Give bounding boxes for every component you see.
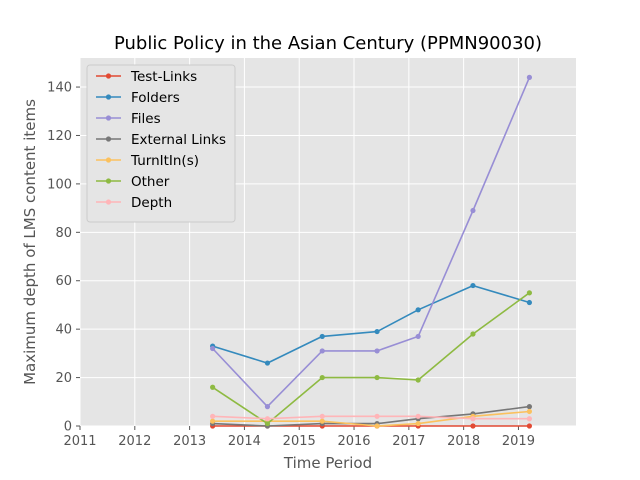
data-point-depth [374, 413, 380, 419]
x-tick-label: 2019 [502, 434, 535, 449]
legend-label-other: Other [131, 174, 170, 190]
data-point-other [374, 374, 380, 381]
data-point-other [319, 374, 325, 381]
data-point-external-links [526, 404, 533, 410]
legend-marker-folders [105, 94, 112, 100]
y-tick-label: 60 [55, 274, 72, 289]
data-point-files [374, 348, 380, 354]
y-axis-label: Maximum depth of LMS content items [21, 99, 39, 385]
y-tick-label: 100 [47, 177, 72, 192]
data-point-turnitin-s [210, 418, 216, 424]
data-point-files [319, 348, 325, 354]
legend-marker-depth [105, 199, 112, 205]
x-tick-label: 2011 [63, 434, 96, 449]
data-point-files [470, 207, 476, 214]
legend-label-files: Files [131, 111, 161, 127]
x-tick-label: 2015 [283, 434, 316, 449]
data-point-folders [319, 333, 325, 340]
y-tick-label: 0 [64, 420, 72, 435]
legend-frame [86, 64, 236, 223]
data-point-depth [526, 416, 533, 422]
data-point-folders [374, 328, 380, 335]
x-tick-label: 2018 [447, 434, 480, 449]
data-point-depth [470, 416, 476, 422]
data-point-files [415, 333, 421, 340]
data-point-depth [319, 413, 325, 419]
data-point-depth [264, 416, 271, 422]
y-tick-label: 40 [55, 323, 72, 338]
legend-label-test-links: Test-Links [130, 69, 197, 85]
x-axis-label: Time Period [283, 454, 372, 472]
legend-marker-files [105, 115, 112, 121]
legend-marker-other [105, 178, 112, 184]
data-point-files [526, 74, 533, 80]
data-point-other [264, 420, 271, 427]
data-point-other [526, 290, 533, 296]
y-tick-label: 20 [55, 371, 72, 386]
x-tick-label: 2012 [118, 434, 151, 449]
data-point-turnitin-s [319, 418, 325, 424]
y-tick-label: 80 [55, 226, 72, 241]
data-point-folders [526, 299, 533, 306]
y-tick-label: 140 [47, 81, 72, 96]
data-point-depth [415, 413, 421, 419]
data-point-files [264, 404, 271, 410]
x-tick-label: 2014 [228, 434, 261, 449]
data-point-depth [210, 413, 216, 419]
data-point-test-links [526, 423, 533, 429]
legend-label-depth: Depth [131, 195, 172, 211]
legend-label-external-links: External Links [131, 132, 226, 148]
chart-title: Public Policy in the Asian Century (PPMN… [114, 33, 542, 54]
legend-marker-turnitin-s [105, 157, 112, 163]
data-point-other [210, 384, 216, 390]
x-tick-label: 2017 [392, 434, 425, 449]
data-point-turnitin-s [374, 423, 380, 429]
data-point-turnitin-s [526, 408, 533, 415]
data-point-test-links [470, 423, 476, 429]
data-point-folders [470, 282, 476, 289]
legend-label-folders: Folders [131, 90, 180, 106]
data-point-turnitin-s [415, 420, 421, 427]
data-point-other [415, 377, 421, 383]
legend-label-turnitin-s: TurnItIn(s) [130, 153, 199, 169]
data-point-files [210, 345, 216, 352]
data-point-other [470, 331, 476, 337]
y-tick-label: 120 [47, 129, 72, 144]
data-point-folders [415, 307, 421, 313]
legend-marker-test-links [105, 73, 112, 79]
legend: Test-Links Folders Files External Links Turn… [86, 64, 236, 223]
x-tick-label: 2016 [337, 434, 370, 449]
axis-ticks: 2011 2012 2013 2014 2015 2016 2017 2018 2019 0 20 4… [47, 81, 535, 449]
data-point-folders [264, 360, 271, 366]
legend-marker-external-links [105, 136, 112, 142]
x-tick-label: 2013 [173, 434, 206, 449]
series-group [210, 74, 533, 429]
